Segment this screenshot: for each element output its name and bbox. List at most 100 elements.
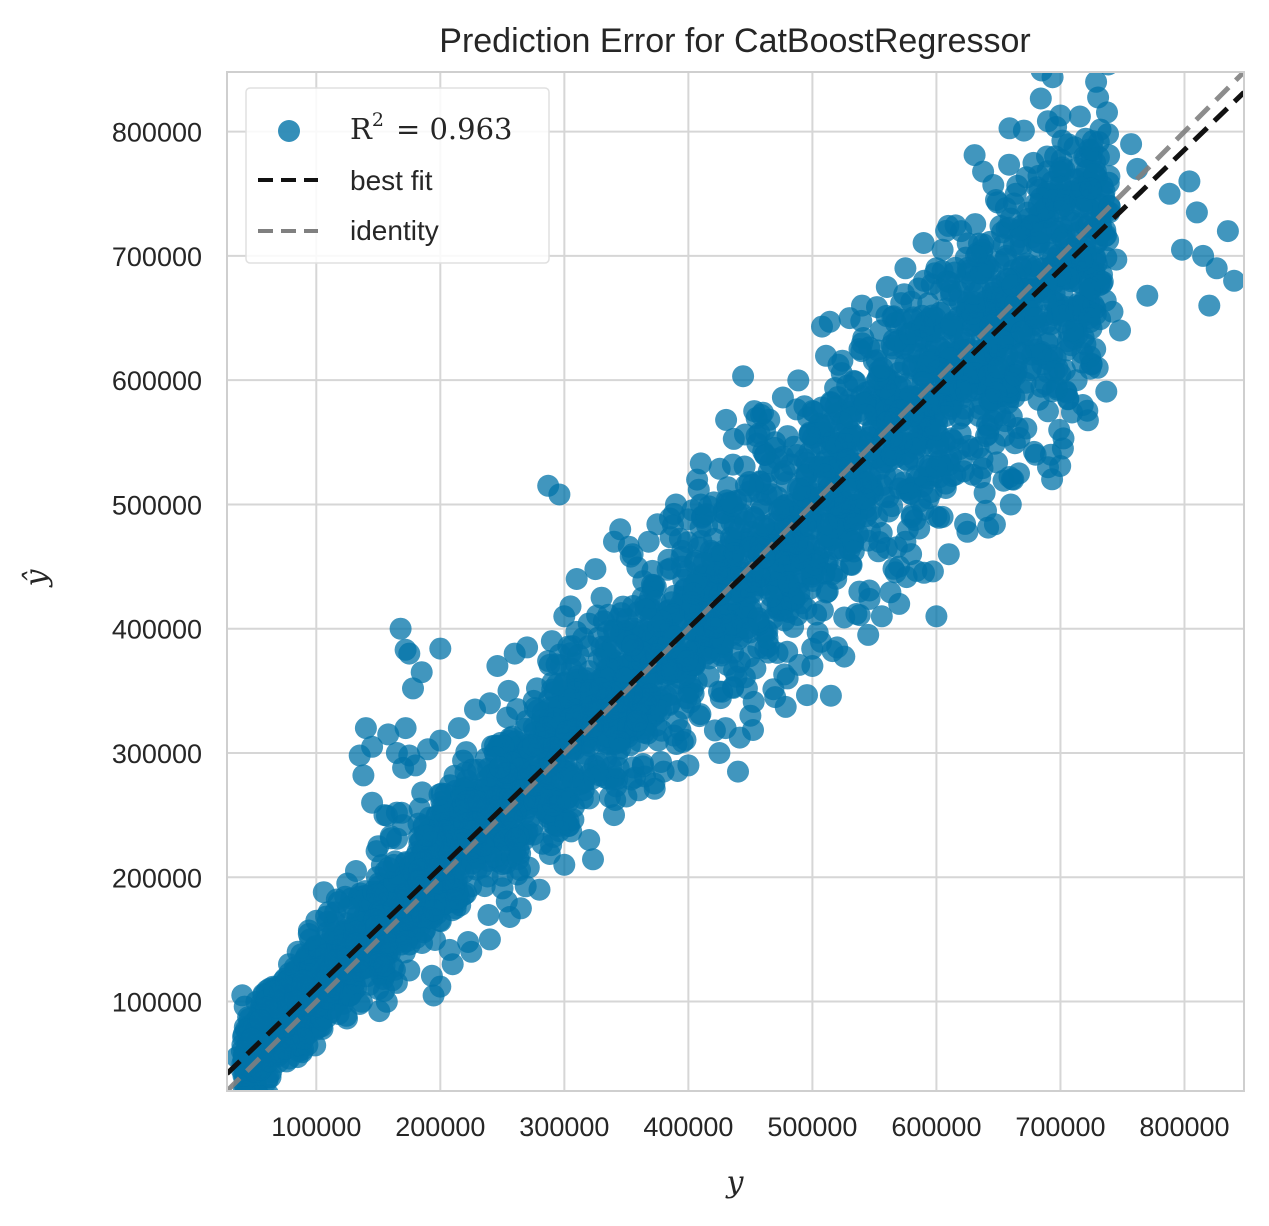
scatter-point [249, 1009, 272, 1032]
scatter-point [975, 425, 997, 448]
scatter-point [567, 644, 590, 667]
x-axis-label: y [725, 1165, 745, 1200]
scatter-point [473, 875, 496, 898]
scatter-point [415, 824, 438, 847]
scatter-point [603, 530, 625, 553]
scatter-point [876, 411, 899, 434]
scatter-point [689, 493, 712, 516]
scatter-point [464, 789, 487, 812]
scatter-point [1095, 380, 1118, 403]
scatter-point [394, 717, 417, 740]
scatter-point [634, 598, 657, 621]
scatter-point [428, 783, 451, 806]
scatter-point [514, 717, 537, 740]
legend: R2 = 0.963 best fit identity [245, 87, 550, 264]
legend-r2-label: R2 = 0.963 [350, 109, 512, 146]
scatter-point [626, 710, 649, 732]
scatter-point [894, 257, 917, 280]
scatter-point [1079, 177, 1102, 200]
scatter-point [455, 741, 478, 764]
scatter-point [727, 760, 749, 783]
scatter-point [994, 410, 1017, 433]
chart-title: Prediction Error for CatBoostRegressor [439, 22, 1030, 60]
scatter-point [819, 684, 842, 707]
best-fit-line [227, 90, 1244, 1076]
scatter-point [975, 499, 997, 522]
scatter-point [690, 530, 713, 553]
scatter-point [584, 558, 607, 581]
scatter-point [892, 471, 915, 494]
scatter-point [548, 483, 571, 506]
scatter-point [327, 1003, 350, 1025]
scatter-point [925, 605, 948, 628]
scatter-point [963, 144, 986, 167]
scatter-point [871, 356, 894, 379]
scatter-point [875, 536, 898, 559]
scatter-point [596, 620, 619, 643]
scatter-point [553, 605, 576, 628]
scatter-point [389, 617, 412, 640]
scatter-point [682, 582, 705, 605]
scatter-point [1023, 193, 1046, 216]
scatter-point [703, 617, 726, 639]
scatter-point [732, 365, 755, 388]
scatter-point [650, 609, 673, 632]
scatter-points [227, 104, 1244, 1081]
scatter-point [540, 630, 563, 653]
scatter-point [616, 608, 638, 631]
scatter-point [1178, 170, 1201, 193]
scatter-point [553, 853, 576, 876]
scatter-point [739, 536, 762, 559]
scatter-point [894, 353, 917, 376]
scatter-point [855, 471, 878, 494]
scatter-point [931, 505, 954, 528]
scatter-point [535, 716, 558, 739]
scatter-point [460, 940, 483, 963]
scatter-point [911, 371, 934, 394]
y-tick-label: 800000 [112, 118, 202, 148]
scatter-point [465, 858, 488, 881]
legend-best-fit-label: best fit [350, 165, 433, 196]
scatter-point [638, 683, 661, 706]
scatter-point [890, 432, 913, 455]
scatter-point [464, 698, 486, 721]
scatter-point [985, 189, 1007, 211]
scatter-point [714, 717, 737, 740]
scatter-point [931, 238, 954, 261]
scatter-point [645, 643, 668, 666]
scatter-point [940, 313, 963, 336]
scatter-point [597, 603, 620, 626]
scatter-point [1078, 278, 1101, 301]
scatter-point [407, 870, 430, 892]
scatter-point [352, 764, 375, 787]
scatter-point [621, 543, 644, 566]
scatter-point [549, 789, 572, 812]
scatter-point [816, 513, 838, 536]
scatter-point [745, 425, 768, 448]
scatter-point [842, 540, 865, 563]
scatter-point [986, 451, 1009, 474]
scatter-point [764, 686, 787, 709]
x-tick-label: 500000 [767, 1112, 857, 1142]
scatter-point [376, 931, 399, 954]
scatter-point [676, 649, 699, 672]
scatter-point [488, 756, 511, 779]
scatter-point [292, 969, 315, 992]
scatter-point [994, 247, 1017, 270]
scatter-point [1004, 182, 1027, 205]
scatter-point [565, 704, 588, 727]
scatter-point [1030, 221, 1052, 244]
scatter-point [607, 756, 630, 779]
scatter-point [789, 478, 811, 501]
scatter-point [398, 642, 421, 665]
scatter-point [739, 704, 762, 727]
scatter-point [278, 953, 300, 976]
scatter-point [486, 655, 509, 677]
scatter-point [1049, 104, 1072, 127]
scatter-point [848, 338, 871, 361]
scatter-point [305, 909, 328, 932]
scatter-point [578, 829, 601, 851]
scatter-point [869, 319, 892, 342]
scatter-point [1171, 238, 1193, 261]
